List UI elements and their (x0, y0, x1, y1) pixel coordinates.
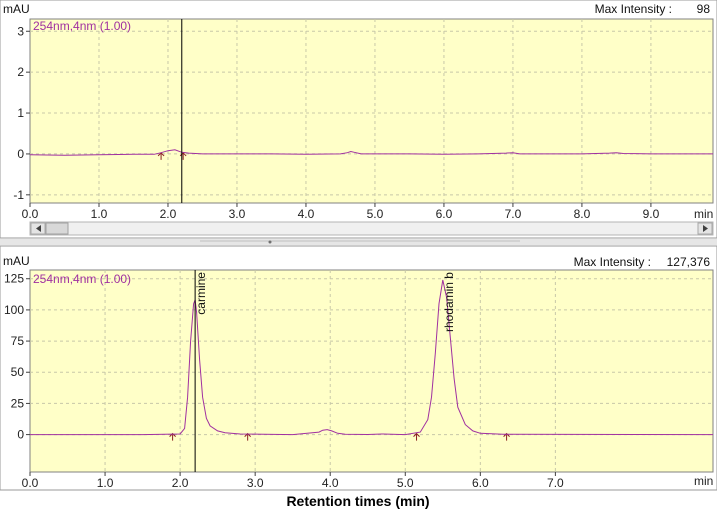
splitter-bar[interactable] (0, 239, 717, 245)
peak-label: carmine (194, 272, 208, 315)
scrollbar-thumb[interactable] (45, 222, 69, 235)
scroll-right-arrow-icon (703, 225, 708, 232)
x-tick-label: 5.0 (397, 476, 414, 490)
panel-bottom-grid (30, 270, 713, 472)
panel-bottom-y-ticks: 0 25 50 75 100 125 (4, 272, 30, 442)
y-tick-label: -1 (13, 188, 24, 202)
x-tick-label: 6.0 (472, 476, 489, 490)
panel-bottom-trace-254nm (30, 279, 714, 436)
peak-label: rhodamin b (442, 272, 456, 332)
panel-bottom-channel-label: 254nm,4nm (1.00) (33, 272, 131, 286)
panel-top-y-unit: mAU (3, 2, 30, 16)
figure-caption: Retention times (min) (286, 493, 429, 509)
panel-top-x-unit: min (694, 207, 713, 221)
panel-bottom-x-ticks: 0.0 1.0 2.0 3.0 4.0 5.0 6.0 7.0 (22, 472, 564, 490)
x-tick-label: 5.0 (367, 207, 384, 221)
panel-bottom-max-intensity-label: Max Intensity : (574, 255, 651, 269)
x-tick-label: 3.0 (247, 476, 264, 490)
x-tick-label: 4.0 (298, 207, 315, 221)
panel-top-scrollbar[interactable] (29, 221, 714, 236)
scrollbar-track[interactable] (29, 221, 714, 236)
x-tick-label: 0.0 (22, 207, 39, 221)
y-tick-label: 2 (17, 65, 24, 79)
x-tick-label: 1.0 (97, 476, 114, 490)
panel-bottom-plot-area (29, 269, 714, 473)
splitter-grip-dot (268, 240, 272, 244)
x-tick-label: 7.0 (505, 207, 522, 221)
x-tick-label: 7.0 (547, 476, 564, 490)
y-tick-label: 1 (17, 106, 24, 120)
x-tick-label: 8.0 (574, 207, 591, 221)
panel-top-x-ticks: 0.0 1.0 2.0 3.0 4.0 5.0 6.0 7.0 8.0 9.0 (22, 203, 660, 221)
y-tick-label: 0 (17, 428, 24, 442)
y-tick-label: 3 (17, 24, 24, 38)
x-tick-label: 2.0 (172, 476, 189, 490)
y-tick-label: 75 (11, 334, 25, 348)
panel-splitter[interactable] (0, 239, 717, 245)
panel-top-channel-label: 254nm,4nm (1.00) (33, 19, 131, 33)
panel-bottom-integration-markers (169, 432, 510, 441)
panel-top-trace-254nm (29, 149, 713, 156)
x-tick-label: 3.0 (229, 207, 246, 221)
x-tick-label: 0.0 (22, 476, 39, 490)
scroll-left-arrow-icon (36, 225, 41, 232)
x-tick-label: 6.0 (436, 207, 453, 221)
x-tick-label: 2.0 (160, 207, 177, 221)
x-tick-label: 1.0 (91, 207, 108, 221)
x-tick-label: 4.0 (322, 476, 339, 490)
panel-bottom-peak-labels: carmine rhodamin b (194, 272, 456, 332)
y-tick-label: 25 (11, 396, 25, 410)
panel-bottom-x-unit: min (694, 474, 713, 488)
panel-top-grid (30, 19, 713, 203)
y-tick-label: 50 (11, 365, 25, 379)
integration-marker-arrow (503, 432, 510, 441)
x-tick-label: 9.0 (643, 207, 660, 221)
integration-marker-arrow (169, 432, 176, 441)
panel-bottom-max-intensity-value: 127,376 (667, 255, 711, 269)
panel-top-y-ticks: -1 0 1 2 3 (13, 24, 30, 202)
panel-top-max-intensity-value: 98 (697, 2, 711, 16)
panel-bottom-y-unit: mAU (3, 254, 30, 268)
panel-bottom: 0.0 1.0 2.0 3.0 4.0 5.0 6.0 7.0 0 25 50 75 100 125 c… (0, 245, 717, 491)
panel-top: 0.0 1.0 2.0 3.0 4.0 5.0 6.0 7.0 8.0 9.0 -1 0 1 2 3 mA… (0, 0, 717, 239)
panel-top-max-intensity-label: Max Intensity : (595, 2, 672, 16)
integration-marker-arrow (413, 432, 420, 441)
panel-top-plot-area (29, 18, 714, 204)
y-tick-label: 100 (4, 303, 24, 317)
y-tick-label: 125 (4, 272, 24, 286)
y-tick-label: 0 (17, 147, 24, 161)
